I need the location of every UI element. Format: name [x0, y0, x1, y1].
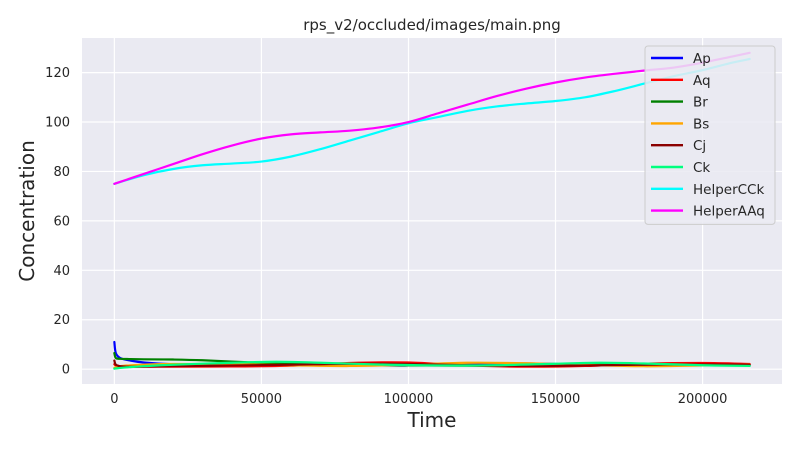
y-tick-label: 60 — [53, 214, 70, 229]
y-tick-label: 100 — [45, 116, 70, 131]
series-line-ck — [113, 360, 751, 370]
y-tick-label: 40 — [53, 264, 70, 279]
x-tick-label: 100000 — [384, 392, 434, 407]
legend: Ap Aq Br Bs Cj Ck HelperCCk HelperAAq — [644, 45, 776, 225]
legend-entry-label: Ap — [693, 51, 711, 67]
legend-entry-label: Cj — [693, 138, 706, 154]
legend-entry-label: Ck — [693, 160, 710, 176]
legend-entry-label: HelperCCk — [693, 182, 764, 198]
y-tick-label: 120 — [45, 66, 70, 81]
y-tick-label: 20 — [53, 313, 70, 328]
y-tick-label: 0 — [62, 363, 70, 378]
legend-entry-label: Aq — [693, 73, 711, 89]
y-tick-label: 80 — [53, 165, 70, 180]
legend-entry-label: Br — [693, 95, 708, 111]
x-tick-label: 50000 — [241, 392, 282, 407]
x-axis-label: Time — [407, 408, 457, 432]
tick-labels: 0 50000 100000 150000 200000 0 20 40 60 80 100 120 — [45, 66, 727, 407]
chart-title: rps_v2/occluded/images/main.png — [303, 16, 561, 35]
x-tick-label: 0 — [110, 392, 118, 407]
x-tick-label: 200000 — [678, 392, 728, 407]
legend-entry-label: HelperAAq — [693, 204, 765, 220]
legend-entry-label: Bs — [693, 116, 709, 132]
legend-box — [644, 45, 776, 225]
y-axis-label: Concentration — [15, 140, 39, 281]
x-tick-label: 150000 — [531, 392, 581, 407]
